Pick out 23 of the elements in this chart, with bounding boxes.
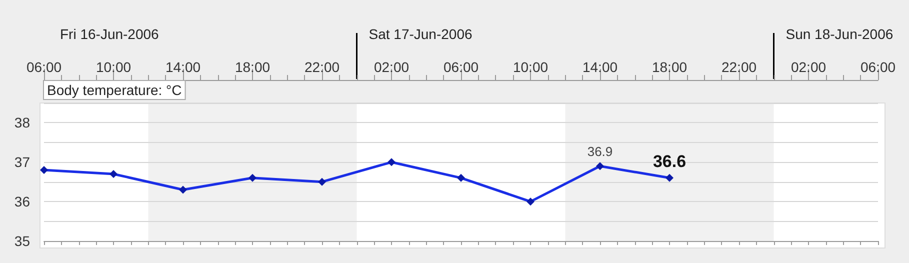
x-tick-label: 06:00	[26, 59, 62, 75]
text: Fri 16-Jun-2006	[60, 26, 160, 42]
data-label: 36.9	[587, 144, 613, 160]
y-tick-label: 36	[14, 194, 30, 210]
ref-line-label: Sat 17-Jun-2006	[368, 26, 472, 42]
x-tick-label: 18:00	[234, 59, 270, 75]
x-tick-label: 18:00	[652, 59, 688, 75]
ref-line-label: Sun 18-Jun-2006	[786, 26, 894, 42]
x-tick-label: 10:00	[96, 59, 132, 75]
y-axis-title: Body temperature: °C	[47, 82, 182, 98]
x-tick-label: 10:00	[512, 59, 548, 75]
x-tick-label: 02:00	[374, 59, 410, 75]
data-label: 36.6	[652, 152, 686, 171]
x-tick-label: 14:00	[165, 59, 201, 75]
y-tick-label: 38	[14, 114, 30, 131]
x-tick-label: 14:00	[582, 59, 618, 75]
x-tick-label: 22:00	[304, 59, 340, 75]
y-tick-label: 35	[14, 233, 30, 249]
x-tick-label: 06:00	[443, 59, 479, 75]
y-tick-label: 37	[14, 154, 30, 170]
x-tick-label: 06:00	[860, 59, 896, 75]
x-tick-label: 22:00	[721, 59, 757, 75]
x-tick-label: 02:00	[790, 59, 826, 75]
